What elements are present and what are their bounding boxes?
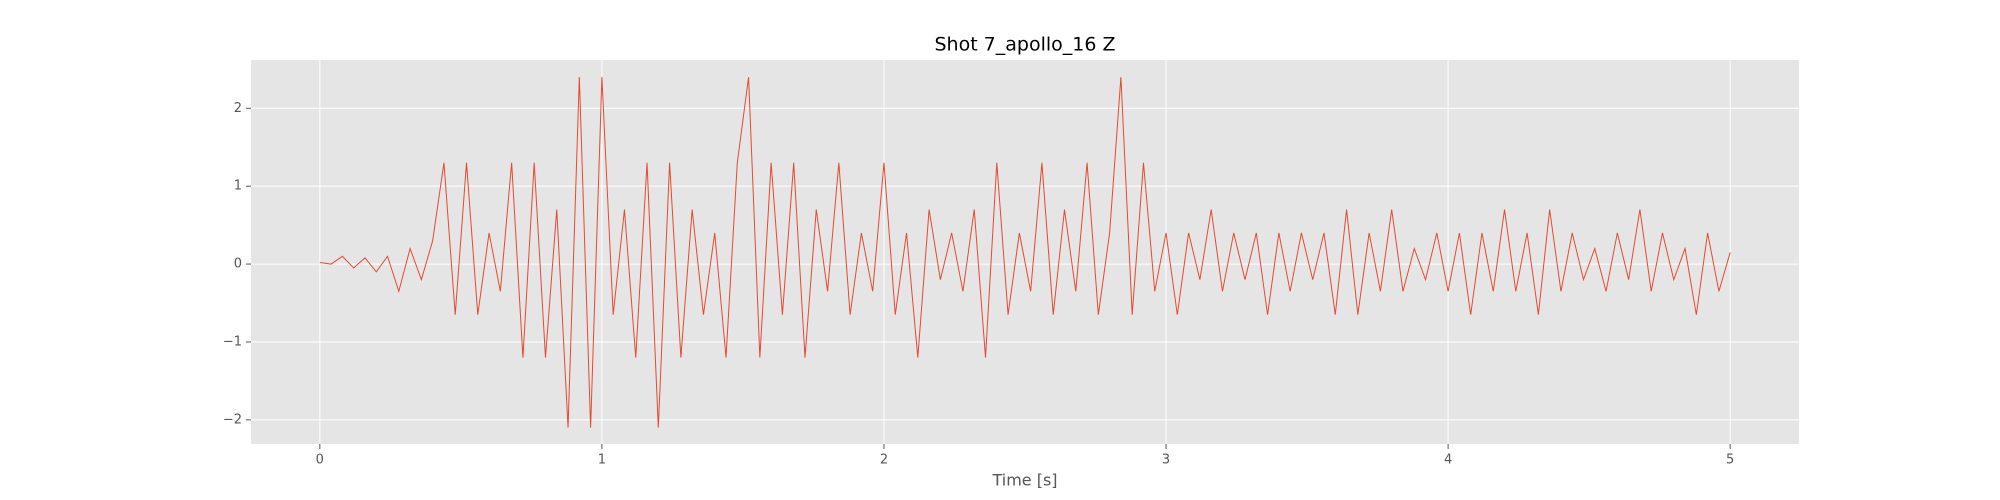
x-tick-label: 2 — [880, 453, 888, 468]
y-tick-label: −1 — [223, 334, 242, 349]
signal-line — [319, 77, 1731, 428]
plot-area — [251, 60, 1799, 444]
y-tick-label: −2 — [223, 412, 242, 427]
x-tick-label: 3 — [1162, 453, 1170, 468]
x-tick-label: 0 — [316, 453, 324, 468]
x-tick-label: 5 — [1726, 453, 1734, 468]
y-tick-label: 0 — [234, 257, 242, 272]
y-tick-label: 2 — [234, 101, 242, 116]
x-axis-label: Time [s] — [991, 471, 1057, 490]
x-tick-label: 4 — [1444, 453, 1452, 468]
x-tick-label: 1 — [598, 453, 606, 468]
chart-title: Shot 7_apollo_16 Z — [934, 34, 1115, 56]
y-tick-label: 1 — [234, 179, 242, 194]
